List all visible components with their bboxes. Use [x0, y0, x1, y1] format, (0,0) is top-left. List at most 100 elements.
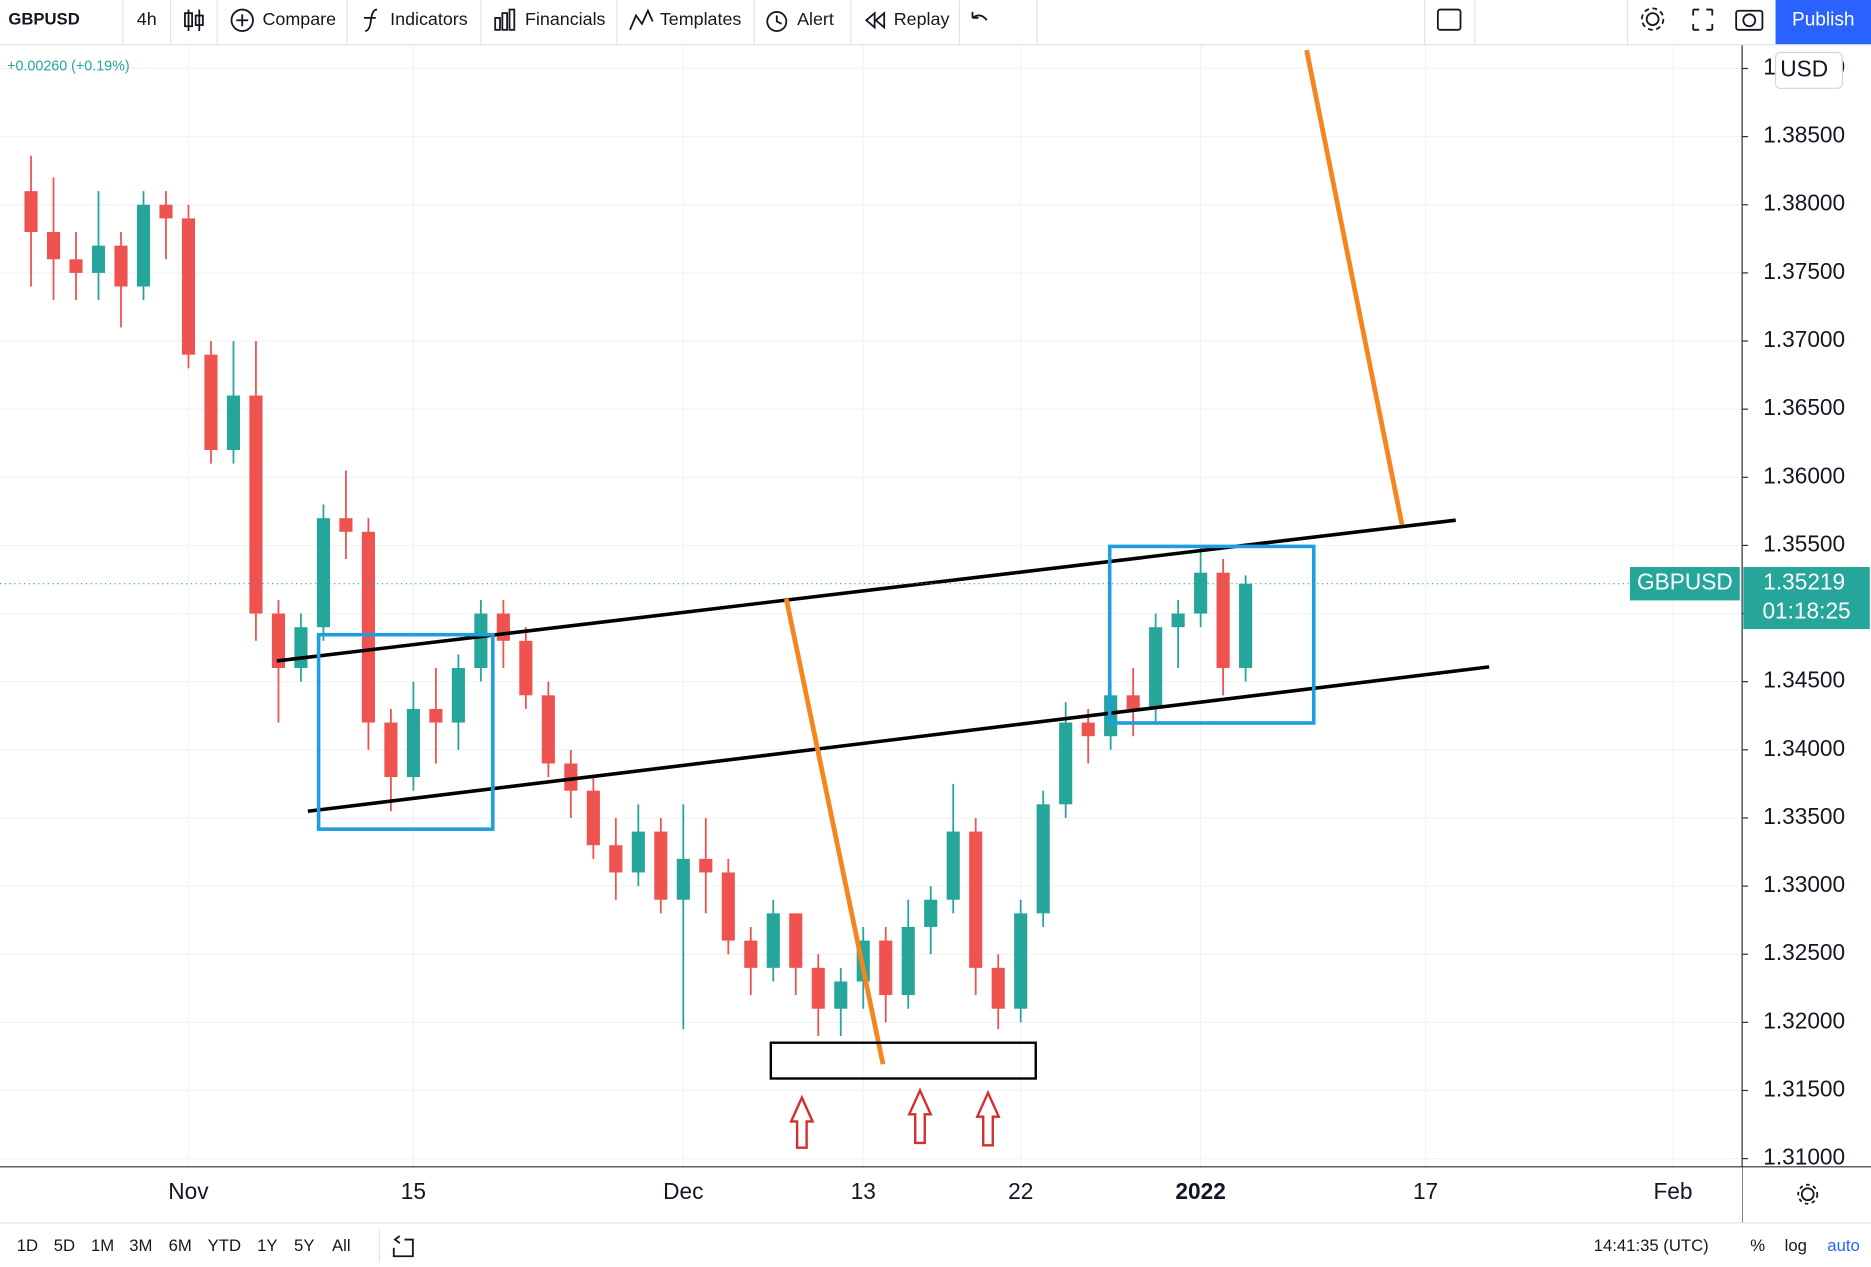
templates[interactable]: Templates: [660, 9, 742, 29]
candle-body: [294, 627, 308, 669]
candle-body: [339, 518, 353, 532]
candle-body: [316, 518, 330, 628]
candle-body: [91, 245, 106, 273]
candle-body: [1036, 804, 1050, 914]
range-button[interactable]: 3M: [129, 1236, 152, 1255]
y-tick-label: 1.31500: [1763, 1075, 1845, 1101]
x-tick-label: Dec: [663, 1178, 703, 1204]
measure-line: [784, 598, 886, 1065]
grid: [0, 45, 1743, 1167]
y-tick-label: 1.37500: [1763, 258, 1845, 284]
y-tick-label: 1.31000: [1763, 1144, 1845, 1170]
candle-body: [159, 204, 173, 219]
x-tick-label: Nov: [168, 1178, 209, 1204]
log-toggle[interactable]: log: [1785, 1236, 1807, 1255]
currency[interactable]: USD: [1780, 55, 1828, 81]
candle-body: [406, 708, 420, 778]
financials[interactable]: Financials: [525, 9, 606, 29]
candle-body: [24, 191, 38, 233]
symbol[interactable]: GBPUSD: [8, 10, 79, 29]
range-button[interactable]: 6M: [169, 1236, 192, 1255]
x-tick-label: 15: [401, 1178, 426, 1204]
candle-body: [699, 858, 713, 873]
toolbar: [0, 0, 1871, 45]
y-tick-label: 1.36000: [1763, 462, 1845, 488]
candle-body: [1059, 722, 1073, 805]
candle-body: [249, 395, 263, 614]
range-button[interactable]: 5D: [54, 1236, 75, 1255]
symbol-tag: [1629, 567, 1740, 601]
interval[interactable]: 4h: [137, 9, 157, 29]
candle-body: [541, 695, 555, 764]
y-tick-label: 1.35500: [1763, 530, 1845, 556]
auto-toggle[interactable]: auto: [1827, 1236, 1859, 1255]
candle-body: [226, 395, 241, 451]
y-tick-label: 1.34500: [1763, 667, 1845, 693]
countdown: 01:18:25: [1762, 597, 1850, 623]
candles: [24, 155, 1253, 1036]
range-buttons: 1D 5D 1M 3M 6M YTD 1Y 5Y All: [17, 1236, 351, 1255]
candle-body: [969, 831, 983, 968]
y-tick-label: 1.34000: [1763, 735, 1845, 761]
candle-body: [69, 259, 83, 273]
range-button[interactable]: All: [332, 1236, 351, 1255]
candle-body: [1194, 572, 1208, 614]
publish[interactable]: Publish: [1792, 9, 1855, 30]
up-arrow: [907, 1087, 933, 1145]
x-tick-label: 22: [1008, 1178, 1033, 1204]
highlight-box: [1107, 544, 1316, 725]
arrows: [789, 1087, 1001, 1149]
highlight-box: [316, 632, 495, 831]
candle-body: [451, 668, 465, 723]
candle-body: [1126, 695, 1140, 709]
candle-body: [654, 831, 668, 900]
clock: 14:41:35 (UTC): [1594, 1236, 1709, 1255]
trend-line: [276, 518, 1456, 663]
candle-body: [271, 613, 286, 669]
candle-body: [811, 967, 825, 1009]
currency-button[interactable]: [1774, 51, 1843, 89]
candle-body: [136, 204, 151, 287]
up-arrow: [975, 1089, 1001, 1147]
price-tag-label: 1.35219: [1763, 569, 1845, 595]
x-tick-label: 17: [1413, 1178, 1438, 1204]
support-box: [769, 1041, 1037, 1080]
range-button[interactable]: 1Y: [257, 1236, 277, 1255]
candle-body: [789, 913, 803, 968]
range-button[interactable]: 1D: [17, 1236, 38, 1255]
candle-body: [834, 981, 848, 1009]
alert[interactable]: Alert: [797, 9, 834, 29]
x-tick-label: 2022: [1175, 1178, 1225, 1204]
percent-toggle[interactable]: %: [1750, 1236, 1765, 1255]
range-button[interactable]: 5Y: [294, 1236, 314, 1255]
x-tick-label: 13: [851, 1178, 876, 1204]
candle-body: [474, 613, 488, 669]
candle-body: [609, 845, 623, 873]
x-tick-label: Feb: [1653, 1178, 1692, 1204]
candle-body: [901, 926, 915, 996]
candle-body: [879, 940, 893, 996]
publish-button[interactable]: [1775, 0, 1871, 45]
y-tick-label: 1.33000: [1763, 871, 1845, 897]
range-button[interactable]: 1M: [91, 1236, 114, 1255]
drawings: [276, 49, 1490, 1149]
candle-body: [181, 218, 196, 355]
indicators[interactable]: Indicators: [390, 9, 468, 29]
candle-body: [721, 872, 735, 941]
candle-body: [361, 531, 375, 723]
candle-body: [384, 722, 398, 778]
y-tick-label: 1.32000: [1763, 1007, 1845, 1033]
range-button[interactable]: YTD: [208, 1236, 241, 1255]
candle-body: [744, 940, 758, 968]
candle-body: [1149, 627, 1163, 709]
candle-body: [1171, 613, 1185, 628]
candle-body: [204, 354, 218, 451]
replay[interactable]: Replay: [894, 9, 950, 29]
candle-body: [1239, 583, 1253, 669]
candle-body: [564, 763, 578, 791]
candle-body: [766, 913, 780, 968]
compare[interactable]: Compare: [263, 9, 337, 29]
candle-body: [1081, 722, 1095, 737]
